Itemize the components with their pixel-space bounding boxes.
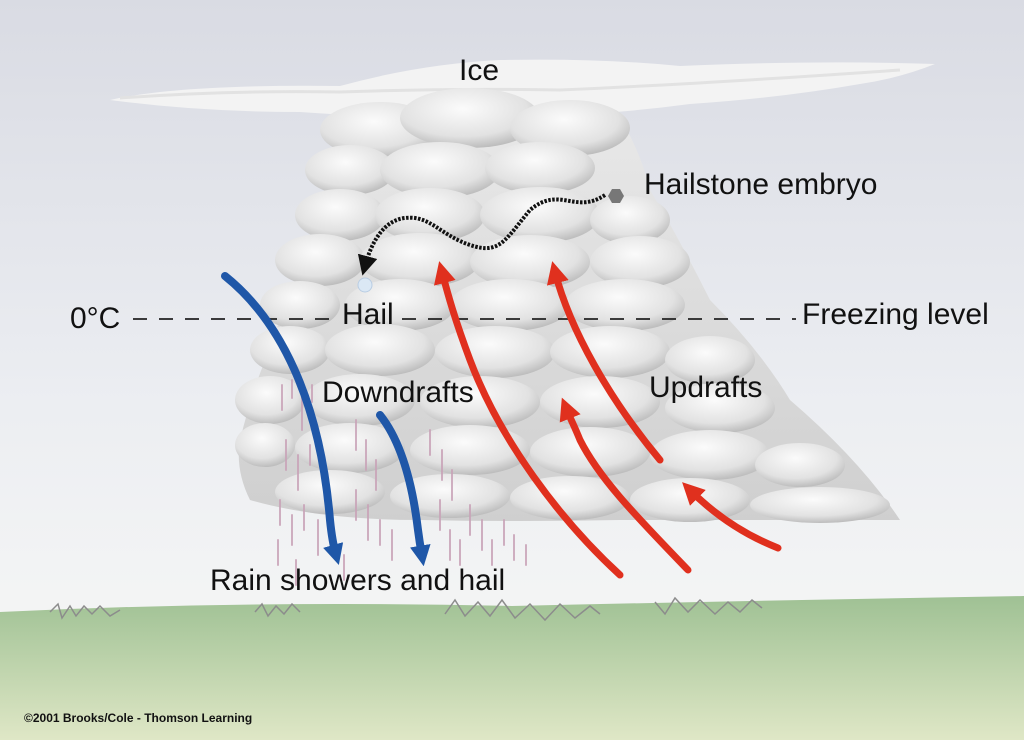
label-hail: Hail (342, 298, 394, 331)
downdraft-arrow-1 (221, 272, 344, 565)
label-zero-c: 0°C (70, 302, 121, 335)
label-rain-showers: Rain showers and hail (210, 564, 506, 597)
updraft-arrow-2 (559, 397, 692, 574)
updraft-arrows (433, 261, 782, 579)
label-ice: Ice (459, 54, 500, 87)
ground (0, 596, 1024, 740)
label-hailstone-embryo: Hailstone embryo (644, 168, 878, 201)
updraft-arrow-3 (546, 261, 664, 464)
copyright-text: ©2001 Brooks/Cole - Thomson Learning (24, 711, 253, 725)
embryo-path (357, 189, 624, 293)
downdraft-arrow-2 (376, 411, 431, 567)
updraft-arrow-4 (682, 482, 782, 552)
rain-streaks (277, 379, 527, 586)
updraft-arrow-1 (433, 261, 624, 579)
downdraft-arrows (221, 272, 431, 567)
hail-marker (357, 277, 373, 293)
label-downdrafts: Downdrafts (322, 376, 474, 409)
label-freezing-level: Freezing level (802, 298, 989, 331)
grass-tufts (49, 596, 763, 622)
hailstone-embryo-marker (608, 189, 624, 203)
label-updrafts: Updrafts (649, 371, 763, 404)
